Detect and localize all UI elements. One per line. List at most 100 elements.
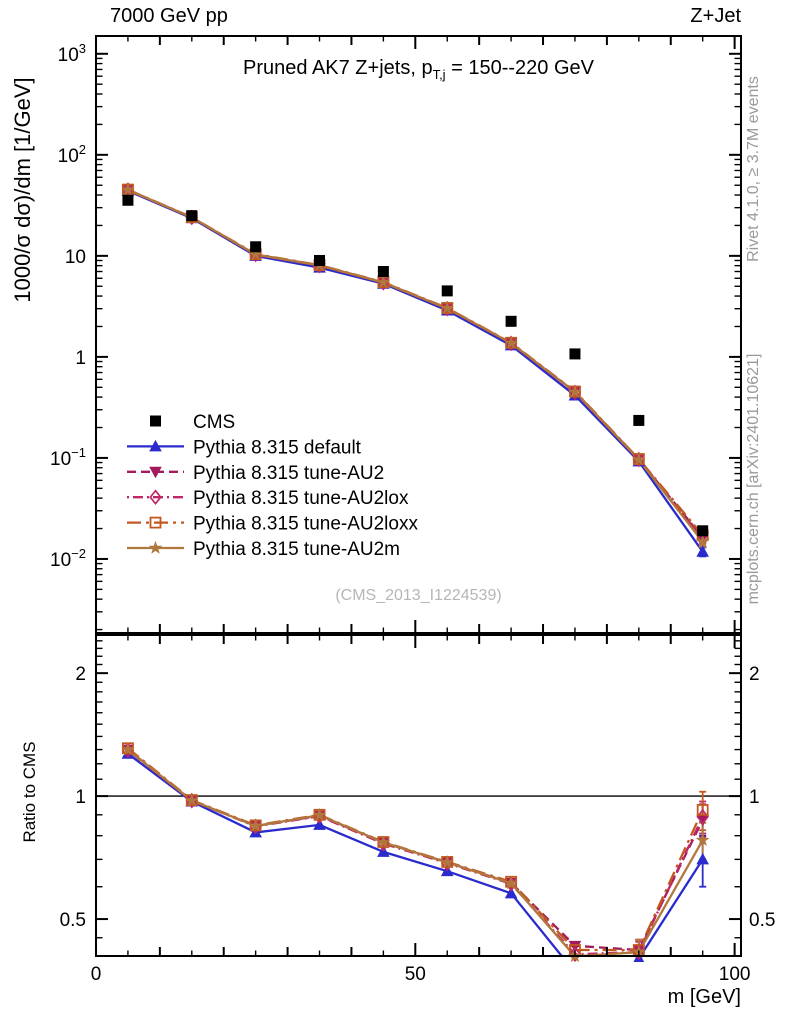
legend: CMS Pythia 8.315 default Pythia 8.315 tune… — [127, 412, 418, 560]
legend-label: Pythia 8.315 tune-AU2m — [193, 539, 400, 560]
tick-label-exponent: 3 — [79, 41, 86, 56]
main-panel-frame — [95, 35, 742, 634]
data-point-pythia-8-315-tune-au2m — [121, 182, 135, 196]
main-y-tick-label: 1 — [75, 348, 86, 369]
legend-item-cms: CMS — [150, 412, 235, 433]
data-point-cms — [122, 194, 134, 206]
legend-marker-triangle-down — [149, 466, 162, 479]
ratio-point-pythia-8-315-tune-au2m — [695, 833, 710, 846]
legend-item-pythia-8-315-tune-au2: Pythia 8.315 tune-AU2 — [127, 463, 384, 484]
plot-title: Pruned AK7 Z+jets, pT,j = 150--220 GeV — [96, 57, 741, 82]
data-point-pythia-8-315-tune-au2m — [695, 534, 710, 548]
data-point-cms — [250, 241, 262, 253]
ratio-y-tick-label: 2 — [75, 664, 86, 685]
main-y-tick-label: 10 — [65, 247, 86, 268]
legend-label: Pythia 8.315 tune-AU2loxx — [193, 514, 418, 535]
main-y-tick-label: 10−2 — [50, 546, 86, 571]
tick-label-base: 10 — [58, 45, 79, 66]
data-point-pythia-8-315-default — [696, 545, 709, 557]
plot-title-subscript: T,j — [432, 67, 446, 82]
data-point-cms — [633, 414, 645, 426]
data-point-pythia-8-315-tune-au2lox — [632, 451, 646, 468]
ratio-point-pythia-8-315-default — [696, 852, 709, 865]
analysis-id-watermark: (CMS_2013_I1224539) — [335, 587, 502, 604]
ratio-point-pythia-8-315-default — [504, 886, 518, 899]
series-line-ratio-pythia-8-315-tune-au2 — [127, 748, 704, 952]
data-point-cms — [441, 285, 453, 297]
ratio-point-pythia-8-315-tune-au2m — [504, 876, 518, 889]
series-line-ratio-pythia-8-315-tune-au2m — [127, 748, 704, 956]
data-point-cms — [505, 315, 517, 327]
data-point-pythia-8-315-tune-au2m — [504, 335, 518, 349]
main-y-tick-label: 102 — [58, 142, 86, 167]
plot-title-post: = 150--220 GeV — [445, 57, 594, 79]
legend-marker-square — [150, 415, 161, 427]
data-point-cms — [697, 525, 709, 537]
tick-label-exponent: 2 — [79, 142, 86, 157]
series-line-main-pythia-8-315-tune-au2m — [127, 188, 704, 543]
x-axis-label: m [GeV] — [667, 986, 741, 1008]
ratio-y-axis-label: Ratio to CMS — [20, 741, 39, 843]
tick-label-base: 1 — [75, 348, 86, 369]
legend-item-pythia-8-315-tune-au2lox: Pythia 8.315 tune-AU2lox — [127, 488, 409, 509]
x-tick-label: 50 — [405, 964, 426, 985]
tick-label-base: 10 — [50, 550, 71, 571]
series-line-ratio-pythia-8-315-tune-au2loxx — [127, 747, 704, 952]
ratio-point-pythia-8-315-default — [313, 818, 326, 830]
tick-label-base: 10 — [65, 247, 86, 268]
ratio-point-pythia-8-315-tune-au2m — [312, 808, 327, 821]
legend-label: CMS — [193, 412, 235, 433]
x-tick-label: 100 — [719, 964, 751, 985]
process-label: Z+Jet — [690, 5, 741, 27]
data-point-pythia-8-315-tune-au2m — [248, 247, 263, 261]
tick-label-base: 10 — [58, 146, 79, 167]
data-point-cms — [377, 266, 389, 278]
tick-label-exponent: −2 — [71, 546, 86, 561]
ratio-y-tick-label-right: 0.5 — [749, 910, 775, 931]
x-tick-label: 0 — [91, 964, 102, 985]
data-point-pythia-8-315-tune-au2m — [376, 275, 391, 289]
ratio-y-tick-label: 0.5 — [60, 910, 86, 931]
series-line-main-pythia-8-315-tune-au2 — [127, 188, 704, 539]
legend-marker-star — [148, 540, 163, 554]
ratio-point-pythia-8-315-tune-au2m — [184, 793, 199, 807]
main-y-axis-label: 1000/σ dσ)/dm [1/GeV] — [10, 77, 35, 303]
plot-title-pre: Pruned AK7 Z+jets, p — [243, 57, 433, 79]
ratio-point-pythia-8-315-default — [569, 966, 582, 978]
main-y-tick-label: 10−1 — [50, 445, 86, 470]
main-y-tick-label: 103 — [58, 41, 86, 66]
data-point-cms — [314, 254, 326, 266]
beam-energy-label: 7000 GeV pp — [110, 5, 228, 27]
mcplots-reference-note: mcplots.cern.ch [arXiv:2401.10621] — [745, 353, 762, 605]
legend-item-pythia-8-315-tune-au2m: Pythia 8.315 tune-AU2m — [127, 539, 400, 560]
ratio-point-pythia-8-315-default — [633, 952, 645, 962]
ratio-point-pythia-8-315-tune-au2 — [696, 814, 709, 827]
data-point-pythia-8-315-tune-au2m — [632, 452, 646, 466]
legend-label: Pythia 8.315 tune-AU2lox — [193, 488, 409, 509]
legend-marker-triangle-up — [149, 439, 162, 452]
ratio-point-pythia-8-315-tune-au2m — [121, 742, 135, 756]
legend-label: Pythia 8.315 tune-AU2 — [193, 463, 384, 484]
tick-label-base: 10 — [50, 449, 71, 470]
ratio-point-pythia-8-315-tune-au2m — [440, 855, 455, 869]
series-lines — [127, 188, 704, 956]
data-point-pythia-8-315-tune-au2m — [440, 301, 455, 315]
series-markers — [121, 182, 710, 978]
legend-item-pythia-8-315-default: Pythia 8.315 default — [127, 437, 362, 458]
data-point-pythia-8-315-tune-au2m — [568, 384, 582, 398]
markers-ratio-pythia-8-315-tune-au2 — [121, 744, 709, 957]
tick-label-exponent: −1 — [71, 445, 86, 460]
ratio-y-tick-label-right: 1 — [749, 787, 760, 808]
legend-label: Pythia 8.315 default — [193, 437, 362, 458]
markers-main-cms — [122, 194, 709, 537]
data-point-cms — [569, 348, 581, 360]
markers-main-pythia-8-315-tune-au2loxx — [122, 183, 709, 542]
markers-ratio-pythia-8-315-tune-au2loxx — [122, 742, 709, 956]
legend-marker-diamond-open — [149, 489, 162, 506]
ratio-y-tick-label: 1 — [75, 787, 86, 808]
ratio-point-pythia-8-315-tune-au2loxx — [696, 804, 709, 816]
ratio-point-pythia-8-315-tune-au2lox — [568, 946, 582, 962]
